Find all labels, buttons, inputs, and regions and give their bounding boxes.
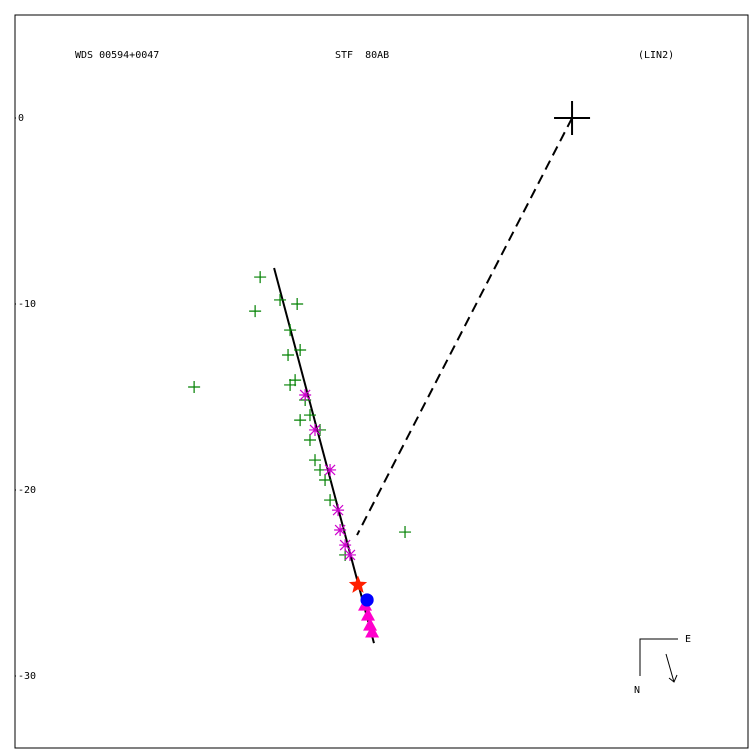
point [282,348,295,361]
point [339,539,352,552]
point [254,271,267,284]
point [284,324,297,337]
point [360,593,374,607]
compass-east: E [685,634,691,645]
point [289,374,302,387]
point [319,473,332,486]
primary-star [554,101,591,136]
point [363,617,378,631]
y-tick-label: -20 [18,485,36,496]
compass: E N [634,634,691,696]
frame [14,14,749,749]
point [324,463,337,476]
point [294,414,307,427]
y-tick-label: -30 [18,671,36,682]
point [294,343,307,356]
annotation: (LIN2) [638,50,674,61]
point [314,463,327,476]
point [303,433,316,446]
point [361,607,376,621]
point [399,526,412,539]
point [188,380,201,393]
compass-north: N [634,685,640,696]
y-tick-label: -10 [18,299,36,310]
point [274,293,287,306]
chart-subtitle: STF 80AB [335,50,389,61]
point [249,305,262,318]
point [334,524,347,537]
point [365,624,380,638]
point [343,548,356,561]
point [332,504,345,517]
point [309,454,322,467]
point [303,409,316,422]
point [291,298,304,311]
chart-title: WDS 00594+0047 [75,50,159,61]
point [309,423,322,436]
point [284,378,297,391]
point [348,575,368,593]
separation-line [356,117,573,536]
point [299,388,312,401]
y-tick-label: 0 [18,113,24,124]
point [324,494,337,507]
